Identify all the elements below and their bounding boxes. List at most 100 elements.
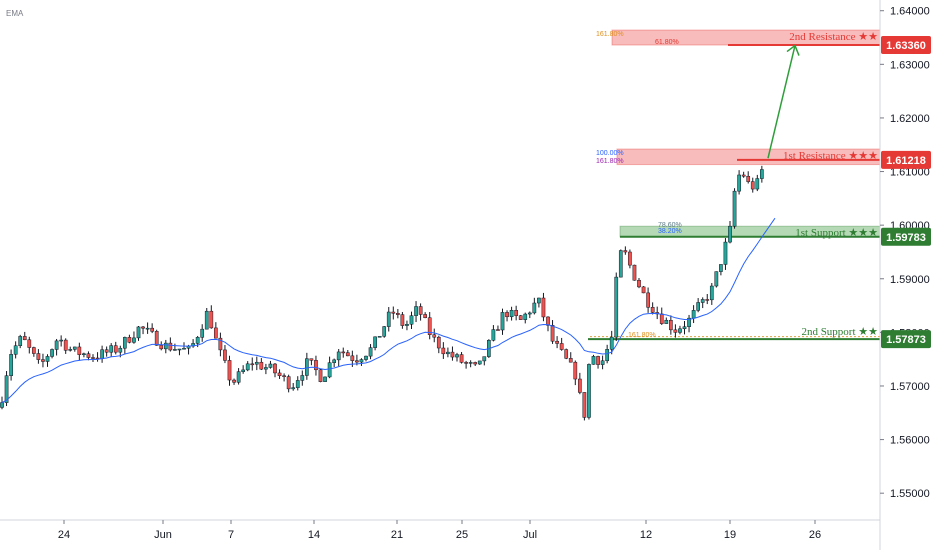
fib-label-3c: 38.20% [658, 228, 682, 235]
overlay-layer: 2nd Resistance ★★ 161.80% 61.80% 1st Resist… [596, 31, 878, 339]
candle-body-45 [204, 310, 209, 330]
x-tick-label: 19 [724, 529, 736, 541]
x-tick-label: 21 [391, 529, 403, 541]
candle-body-53 [241, 369, 246, 372]
candle-body-7 [32, 347, 36, 354]
candle-body-111 [505, 312, 509, 318]
candle-body-57 [259, 361, 264, 370]
candle-body-142 [646, 292, 650, 308]
candle-body-161 [732, 190, 737, 227]
candle-body-165 [750, 181, 755, 190]
candle-body-77 [350, 355, 355, 361]
y-tick-label: 1.63000 [890, 59, 930, 71]
price-tag-bg-2 [881, 150, 931, 169]
candle-body-64 [291, 387, 296, 390]
candle-body-127 [578, 378, 582, 393]
price-tag-3: 1.59783 [886, 232, 926, 244]
candle-body-26 [118, 347, 123, 353]
candle-body-23 [104, 349, 109, 353]
candle-body-166 [755, 178, 760, 190]
fib-label-2b: 161.80% [596, 158, 624, 165]
candle-body-101 [459, 354, 464, 363]
candle-body-22 [100, 349, 104, 359]
candle-body-65 [295, 380, 300, 388]
candle-body-149 [678, 328, 682, 333]
candle-body-89 [405, 324, 409, 326]
candle-body-167 [760, 169, 764, 179]
y-tick-label: 1.61000 [890, 167, 930, 179]
candle-body-36 [163, 342, 168, 350]
candle-body-134 [609, 336, 614, 350]
candle-body-18 [82, 353, 86, 355]
candle-body-123 [559, 343, 564, 350]
candle-body-115 [523, 313, 528, 320]
candle-body-0 [0, 402, 4, 408]
candle-body-56 [254, 361, 259, 365]
candle-body-10 [45, 356, 50, 362]
candle-body-159 [723, 241, 728, 265]
candle-body-1 [4, 375, 9, 403]
price-tag-1: 1.63360 [886, 40, 926, 52]
ema-line [1, 217, 776, 404]
candle-body-141 [641, 286, 646, 294]
candle-body-96 [436, 336, 441, 349]
candle-body-39 [177, 348, 182, 351]
candle-body-139 [632, 264, 637, 281]
candle-body-15 [68, 349, 73, 351]
price-tag-bg-4 [881, 330, 931, 349]
candle-body-34 [154, 331, 159, 346]
candle-body-158 [719, 264, 723, 272]
candle-body-88 [400, 314, 405, 326]
price-tag-bg-1 [881, 36, 931, 55]
candle-body-51 [232, 379, 236, 383]
candle-body-76 [345, 352, 350, 357]
candle-body-47 [214, 327, 218, 339]
candle-body-35 [159, 345, 164, 350]
candle-body-138 [628, 251, 632, 266]
candle-body-32 [145, 327, 150, 330]
candle-body-72 [327, 362, 332, 378]
candle-body-95 [432, 334, 437, 338]
candle-body-61 [277, 372, 282, 376]
candle-body-87 [396, 313, 400, 315]
candle-body-92 [418, 306, 423, 315]
candle-body-68 [309, 358, 314, 361]
candle-body-102 [464, 362, 468, 364]
candle-body-148 [673, 329, 678, 333]
candle-body-153 [696, 302, 700, 311]
y-tick-label: 1.64000 [890, 6, 930, 18]
fib-label-1a: 161.80% [596, 31, 624, 38]
y-tick-label: 1.57000 [890, 381, 930, 393]
candle-body-28 [127, 337, 132, 343]
level-label-4: 2nd Support ★★ [801, 326, 878, 338]
candle-body-114 [518, 315, 523, 320]
candle-body-80 [364, 355, 368, 360]
candle-body-3 [13, 345, 18, 355]
candle-body-132 [600, 360, 605, 365]
candle-body-128 [582, 392, 587, 418]
x-tick-label: 14 [308, 529, 320, 541]
candle-body-9 [41, 359, 45, 362]
candle-body-104 [473, 362, 478, 365]
candle-body-154 [700, 299, 705, 303]
level-label-3: 1st Support ★★★ [795, 227, 878, 239]
candle-body-86 [391, 311, 396, 314]
candle-body-4 [18, 336, 23, 346]
candle-body-108 [491, 329, 496, 341]
candle-body-163 [741, 174, 746, 177]
candle-body-125 [568, 358, 573, 363]
candle-body-12 [54, 340, 59, 350]
x-tick-label: Jun [154, 529, 172, 541]
candle-body-119 [541, 297, 546, 318]
candle-body-54 [245, 363, 250, 371]
candle-body-67 [305, 358, 309, 376]
candle-body-129 [587, 364, 591, 418]
candle-body-136 [618, 250, 623, 278]
candle-body-31 [141, 326, 145, 329]
candle-body-73 [332, 359, 336, 363]
y-tick-label: 1.56000 [890, 435, 930, 447]
candle-body-162 [737, 174, 741, 192]
candle-body-2 [9, 354, 13, 376]
candle-body-81 [368, 347, 373, 357]
